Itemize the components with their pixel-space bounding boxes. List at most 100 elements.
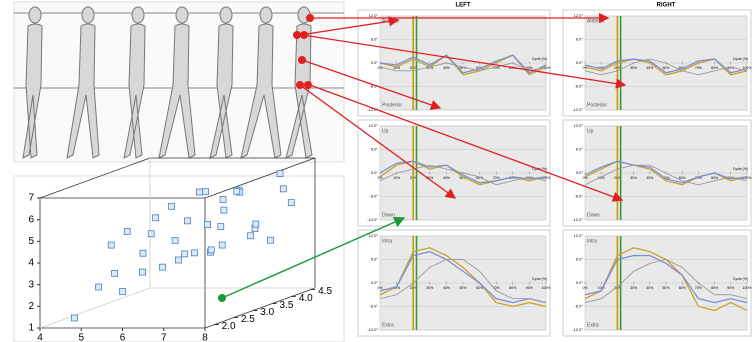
x-tick-label: 30%	[630, 66, 637, 70]
x-tick-label: 8	[202, 333, 208, 342]
column-title: RIGHT	[657, 3, 676, 9]
x-tick-label: 40%	[646, 66, 653, 70]
direction-label: Intra	[382, 238, 392, 244]
y-tick-label: 6	[28, 214, 34, 225]
marker-dot	[296, 81, 304, 89]
point	[253, 221, 259, 227]
x-tick-label: 30%	[630, 176, 637, 180]
x-axis-label: Cycle (%)	[733, 277, 748, 281]
direction-label: Down	[382, 212, 395, 218]
head	[176, 7, 188, 23]
point	[277, 171, 283, 177]
y-tick-label: 12.0°	[574, 123, 584, 128]
point	[267, 237, 273, 243]
y-tick-label: -12.0°	[572, 327, 583, 332]
x-tick-label: 40%	[646, 176, 653, 180]
x-tick-label: 40%	[443, 176, 450, 180]
y-tick-label: -6.0°	[575, 84, 584, 89]
x-tick-label: 80%	[711, 66, 718, 70]
x-tick-label: 90%	[727, 286, 734, 290]
point	[139, 269, 145, 275]
point	[153, 215, 159, 221]
head	[260, 7, 272, 23]
x-tick-label: 30%	[426, 286, 433, 290]
x-tick-label: 10%	[393, 176, 400, 180]
x-tick-label: 50%	[459, 286, 466, 290]
y-tick-label: -12.0°	[367, 217, 378, 222]
x-tick-label: 80%	[711, 286, 718, 290]
x-tick-label: 40%	[646, 286, 653, 290]
point	[120, 288, 126, 294]
y-tick-label: 5	[28, 236, 34, 247]
z-tick-label: 3.5	[280, 300, 294, 311]
point	[208, 247, 214, 253]
y-tick-label: -6.0°	[575, 304, 584, 309]
direction-label: Extra	[382, 322, 394, 328]
y-tick-label: -6.0°	[575, 194, 584, 199]
x-tick-label: 100%	[542, 286, 551, 290]
x-tick-label: 80%	[509, 286, 516, 290]
point	[124, 228, 130, 234]
y-tick-label: 6.0°	[576, 257, 584, 262]
x-tick-label: 6	[120, 333, 126, 342]
point	[221, 207, 227, 213]
y-tick-label: 3	[28, 279, 34, 290]
y-tick-label: -12.0°	[572, 217, 583, 222]
point	[182, 251, 188, 257]
x-axis-label: Cycle (%)	[733, 167, 748, 171]
walking-figures	[14, 2, 344, 162]
point	[108, 242, 114, 248]
point	[202, 189, 208, 195]
direction-label: Posterior	[587, 102, 607, 108]
marker-dot	[300, 31, 308, 39]
point	[220, 196, 226, 202]
y-tick-label: 7	[28, 193, 34, 204]
y-tick-label: -6.0°	[370, 194, 379, 199]
y-tick-label: 0.0°	[371, 280, 379, 285]
direction-label: Extra	[587, 322, 599, 328]
point	[140, 250, 146, 256]
y-tick-label: 6.0°	[576, 37, 584, 42]
y-tick-label: -6.0°	[370, 304, 379, 309]
x-tick-label: 7	[161, 333, 167, 342]
head	[132, 7, 144, 23]
direction-label: Up	[587, 128, 594, 134]
y-tick-label: 0.0°	[576, 60, 584, 65]
point	[234, 188, 240, 194]
x-tick-label: 80%	[711, 176, 718, 180]
marker-dot	[304, 81, 312, 89]
y-tick-label: 12.0°	[574, 233, 584, 238]
point	[96, 284, 102, 290]
x-tick-label: 0%	[377, 66, 382, 70]
x-tick-label: 100%	[743, 286, 752, 290]
x-tick-label: 70%	[695, 66, 702, 70]
direction-label: Intra	[587, 238, 597, 244]
z-tick-label: 2.0	[222, 321, 236, 332]
direction-label: Anterior	[587, 18, 605, 24]
point	[205, 222, 211, 228]
x-tick-label: 4	[37, 333, 43, 342]
point	[185, 218, 191, 224]
y-tick-label: 6.0°	[576, 147, 584, 152]
x-axis-label: Cycle (%)	[532, 277, 547, 281]
y-tick-label: 12.0°	[574, 13, 584, 18]
y-tick-label: 6.0°	[371, 37, 379, 42]
point	[148, 231, 154, 237]
marker-dot	[293, 31, 301, 39]
marker-dot	[306, 14, 314, 22]
figure: 4567812345672.02.53.03.54.04.5 LEFT12.0°…	[0, 0, 754, 342]
x-tick-label: 50%	[662, 66, 669, 70]
point	[169, 203, 175, 209]
point	[175, 257, 181, 263]
x-tick-label: 90%	[526, 286, 533, 290]
y-tick-label: 12.0°	[369, 233, 379, 238]
z-tick-label: 2.5	[241, 314, 255, 325]
y-tick-label: 2	[28, 301, 34, 312]
x-tick-label: 40%	[443, 286, 450, 290]
marker-dot	[298, 56, 306, 64]
y-tick-label: 12.0°	[369, 123, 379, 128]
direction-label: Posterior	[382, 102, 402, 108]
point	[196, 189, 202, 195]
point	[172, 237, 178, 243]
y-tick-label: 4	[28, 258, 34, 269]
